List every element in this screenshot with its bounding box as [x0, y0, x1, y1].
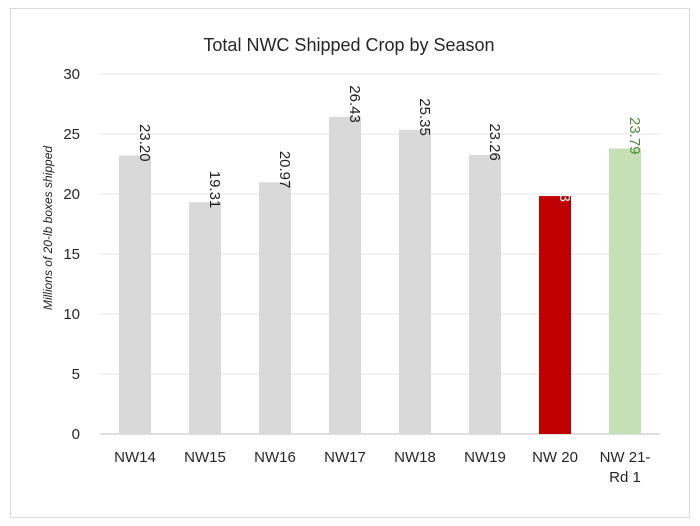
x-tick-label: NW 21-Rd 1: [600, 449, 651, 486]
value-labels: 23.20 19.31 20.97 26.43 25.35 23.26 19.83 23.79: [136, 85, 643, 208]
data-label: 23.26: [486, 123, 503, 161]
y-tick-labels: 0 5 10 15 20 25 30: [63, 66, 80, 443]
y-tick-label: 5: [72, 366, 80, 383]
y-tick-label: 10: [63, 306, 80, 323]
bar: [399, 129, 431, 435]
gridlines: [100, 73, 660, 435]
data-label: 23.20: [136, 124, 153, 162]
y-tick-label: 0: [72, 426, 80, 443]
y-tick-label: 25: [63, 126, 80, 143]
x-tick-label: NW18: [394, 449, 436, 466]
y-tick-label: 20: [63, 186, 80, 203]
x-tick-label: NW16: [254, 449, 296, 466]
bar: [539, 196, 571, 434]
x-tick-label: NW14: [114, 449, 156, 466]
bar: [329, 116, 361, 434]
bars: [119, 116, 641, 435]
x-tick-labels: NW14 NW15 NW16 NW17 NW18 NW19 NW 20 NW 21-Rd 1: [114, 449, 650, 486]
bar: [189, 202, 221, 434]
data-label: 25.35: [416, 98, 433, 136]
bar: [469, 154, 501, 434]
data-label: 23.79: [626, 117, 643, 155]
bar: [609, 148, 641, 434]
x-tick-label: NW15: [184, 449, 226, 466]
data-label: 26.43: [346, 85, 363, 123]
y-axis-label: Millions of 20-lb boxes shipped: [41, 146, 55, 310]
y-tick-label: 30: [63, 66, 80, 83]
data-label: 19.83: [556, 164, 573, 202]
x-tick-label: NW19: [464, 449, 506, 466]
chart-title: Total NWC Shipped Crop by Season: [203, 35, 494, 55]
data-label: 19.31: [206, 171, 223, 209]
y-tick-label: 15: [63, 246, 80, 263]
bar: [259, 182, 291, 434]
x-tick-label: NW17: [324, 449, 366, 466]
x-tick-label: NW 20: [532, 449, 578, 466]
bar: [119, 155, 151, 434]
data-label: 20.97: [276, 151, 293, 189]
